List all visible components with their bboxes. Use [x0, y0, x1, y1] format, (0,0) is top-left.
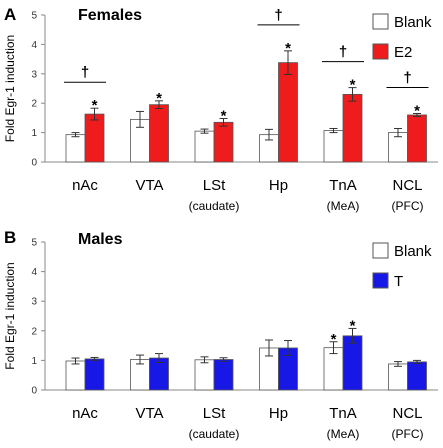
significance-dagger: † — [81, 64, 89, 81]
y-tick-label: 3 — [31, 69, 37, 80]
significance-star: * — [285, 40, 291, 57]
category-label-tna: TnA — [329, 405, 357, 422]
legend-label-blank: Blank — [394, 14, 432, 31]
significance-dagger: † — [274, 7, 282, 24]
y-axis-label: Fold Egr-1 induction — [3, 35, 17, 142]
bar-e2-lst — [213, 121, 234, 163]
category-label-lst: LSt — [203, 177, 226, 194]
bar-t-tna — [342, 335, 363, 391]
bar-blank-nac — [65, 360, 86, 391]
category-label-lst: LSt — [203, 405, 226, 422]
y-tick-label: 5 — [31, 238, 37, 249]
category-label-nac: nAc — [72, 405, 98, 422]
bar-t-nac — [84, 358, 105, 391]
bar-t-ncl — [407, 361, 427, 391]
panel-letter: B — [4, 228, 16, 247]
bar-blank-nac — [65, 134, 86, 163]
legend-label-t: T — [394, 273, 403, 290]
y-tick-label: 3 — [31, 297, 37, 308]
y-tick-label: 4 — [31, 40, 37, 51]
y-tick-label: 4 — [31, 267, 37, 278]
category-label-ncl: NCL — [392, 177, 422, 194]
y-tick-label: 2 — [31, 99, 37, 110]
y-tick-label: 1 — [31, 128, 37, 139]
category-label-hp: Hp — [269, 405, 288, 422]
significance-star: * — [414, 102, 420, 119]
bar-e2-vta — [149, 104, 169, 163]
category-label-vta: VTA — [135, 405, 163, 422]
y-axis-label: Fold Egr-1 induction — [3, 262, 17, 369]
bar-e2-hp — [278, 62, 298, 163]
category-label-ncl: NCL — [392, 405, 422, 422]
legend-label-blank: Blank — [394, 243, 432, 260]
legend-label-e2: E2 — [394, 44, 412, 61]
bar-e2-tna — [342, 93, 363, 163]
legend-swatch-t — [372, 272, 389, 289]
category-label-nac: nAc — [72, 177, 98, 194]
category-label-hp: Hp — [269, 177, 288, 194]
y-tick-label: 1 — [31, 356, 37, 367]
category-label-tna: TnA — [329, 177, 357, 194]
significance-dagger: † — [403, 69, 411, 86]
bar-blank-lst — [194, 130, 215, 163]
panel-letter: A — [4, 5, 16, 24]
panel-title: Males — [78, 231, 123, 248]
significance-dagger: † — [339, 44, 347, 61]
panel-title: Females — [78, 7, 142, 24]
bar-blank-lst — [194, 359, 215, 391]
legend-swatch-e2 — [372, 43, 389, 60]
panel-a: A Females 0 1 2 3 4 5 Fold Egr-1 induction nAc VTA… — [3, 5, 438, 213]
bar-e2-nac — [84, 113, 105, 163]
y-tick-label: 2 — [31, 326, 37, 337]
significance-star: * — [331, 331, 337, 348]
significance-star: * — [350, 77, 356, 94]
significance-star: * — [350, 317, 356, 334]
legend-swatch-blank — [372, 13, 389, 30]
y-tick-label: 0 — [31, 158, 37, 169]
bar-blank-tna — [323, 130, 344, 163]
y-tick-label: 5 — [31, 11, 37, 22]
panel-b: B Males 0 1 2 3 4 5 Fold Egr-1 induction nAc VTA LS… — [3, 228, 438, 441]
y-tick-label: 0 — [31, 386, 37, 397]
bar-t-lst — [213, 359, 234, 391]
category-sublabel: (caudate) — [189, 199, 240, 213]
significance-star: * — [156, 90, 162, 107]
bar-e2-ncl — [407, 114, 427, 163]
category-sublabel: (caudate) — [189, 427, 240, 441]
category-sublabel: (PFC) — [392, 199, 424, 213]
legend-swatch-blank — [372, 242, 389, 259]
significance-star: * — [221, 107, 227, 124]
significance-star: * — [92, 97, 98, 114]
bar-blank-ncl — [388, 363, 408, 391]
category-sublabel: (PFC) — [392, 427, 424, 441]
category-label-vta: VTA — [135, 177, 163, 194]
category-sublabel: (MeA) — [327, 199, 360, 213]
category-sublabel: (MeA) — [327, 427, 360, 441]
